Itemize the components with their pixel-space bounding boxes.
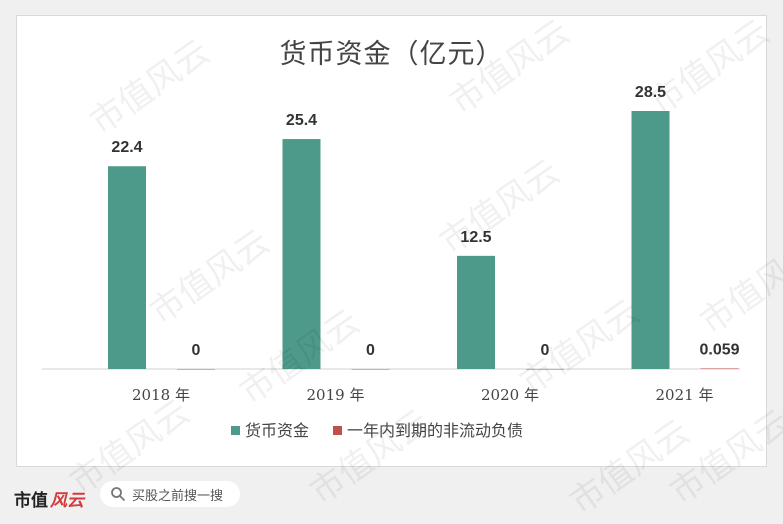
legend-label: 货币资金 (245, 421, 309, 440)
legend-label: 一年内到期的非流动负债 (347, 421, 523, 440)
brand-mark: 风云 (50, 491, 84, 511)
legend-swatch (231, 426, 240, 435)
bar-current-noncurrent-liab-1 (351, 369, 390, 370)
search-icon (111, 487, 125, 501)
data-label: 28.5 (635, 84, 666, 101)
brand-name: 市值 (14, 491, 48, 511)
x-tick-label: 2021 年 (656, 386, 714, 404)
data-label: 25.4 (286, 112, 317, 129)
brand-logo: 市值 风云 (14, 486, 84, 511)
bar-current-noncurrent-liab-2 (526, 369, 564, 370)
bar-cash-1 (282, 139, 321, 369)
chart-card: 货币资金（亿元） 22.4 0 2018 年 25.4 0 2019 年 12.5 0 2020… (16, 15, 767, 467)
footer: 市值 风云 买股之前搜一搜 (0, 468, 783, 522)
data-label: 0 (541, 342, 550, 359)
bar-cash-3 (631, 111, 670, 369)
search-box[interactable]: 买股之前搜一搜 (100, 481, 240, 507)
bar-current-noncurrent-liab-3 (700, 368, 739, 369)
data-label: 0 (366, 342, 375, 359)
bar-cash-2 (457, 255, 495, 369)
bar-cash-0 (108, 166, 146, 369)
legend-swatch (333, 426, 342, 435)
bar-current-noncurrent-liab-0 (177, 369, 215, 370)
data-label: 22.4 (111, 139, 142, 156)
x-tick-label: 2019 年 (307, 386, 365, 404)
x-tick-label: 2020 年 (481, 386, 539, 404)
search-text: 买股之前搜一搜 (132, 488, 224, 504)
data-label: 0 (192, 342, 201, 359)
data-label: 12.5 (460, 229, 491, 246)
chart-plot: 22.4 0 2018 年 25.4 0 2019 年 12.5 0 2020 年 28.5 0.0… (42, 84, 740, 440)
x-tick-label: 2018 年 (132, 386, 190, 404)
chart-title: 货币资金（亿元） (279, 39, 504, 70)
data-label: 0.059 (699, 341, 739, 358)
